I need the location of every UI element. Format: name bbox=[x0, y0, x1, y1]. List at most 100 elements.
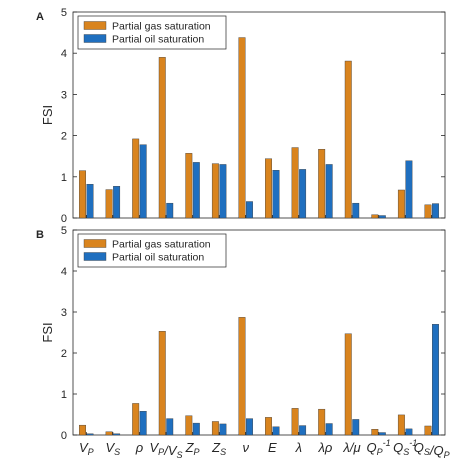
bar-oil-7 bbox=[272, 170, 280, 219]
y-tick-label: 4 bbox=[61, 266, 67, 278]
bar-oil-9 bbox=[325, 164, 333, 219]
panel-letter: A bbox=[36, 11, 44, 23]
y-tick-label: 2 bbox=[61, 348, 67, 360]
y-tick-label: 1 bbox=[61, 389, 67, 401]
bar-oil-1 bbox=[113, 186, 121, 219]
x-category-label: QP-1 bbox=[366, 438, 390, 457]
bar-gas-6 bbox=[238, 317, 246, 436]
bar-oil-7 bbox=[272, 426, 280, 436]
bar-gas-7 bbox=[265, 158, 272, 219]
bar-oil-3 bbox=[166, 418, 174, 436]
axes-box bbox=[72, 11, 446, 219]
legend-swatch bbox=[83, 34, 107, 43]
bar-gas-13 bbox=[424, 425, 432, 436]
bar-gas-9 bbox=[318, 408, 326, 436]
bar-oil-2 bbox=[139, 411, 147, 436]
x-category-label: λ bbox=[295, 440, 302, 455]
bar-gas-6 bbox=[238, 37, 246, 219]
bar-oil-12 bbox=[405, 160, 413, 219]
bar-oil-11 bbox=[378, 215, 386, 219]
bar-oil-4 bbox=[192, 422, 200, 436]
bar-gas-10 bbox=[344, 60, 352, 219]
y-tick-label: 4 bbox=[61, 48, 67, 60]
legend-label: Partial gas saturation bbox=[112, 239, 211, 251]
bar-gas-2 bbox=[132, 403, 140, 436]
bar-oil-13 bbox=[432, 203, 439, 219]
bar-gas-3 bbox=[158, 331, 166, 436]
y-tick-label: 3 bbox=[61, 307, 67, 319]
bar-gas-3 bbox=[158, 57, 166, 219]
legend-label: Partial gas saturation bbox=[112, 21, 211, 33]
legend-swatch bbox=[83, 252, 107, 261]
legend-swatch bbox=[83, 239, 107, 248]
bar-gas-8 bbox=[291, 408, 299, 436]
x-category-label: VS bbox=[106, 440, 121, 457]
y-tick-label: 0 bbox=[61, 213, 67, 225]
y-axis-label: FSI bbox=[40, 105, 55, 125]
bar-oil-10 bbox=[352, 202, 360, 219]
bar-oil-6 bbox=[246, 418, 253, 436]
x-category-label: QS/QP bbox=[414, 440, 450, 460]
x-category-label: ZP bbox=[185, 440, 200, 457]
bar-oil-10 bbox=[352, 419, 360, 436]
axes-box bbox=[72, 229, 446, 436]
bar-gas-4 bbox=[185, 153, 193, 219]
bar-gas-10 bbox=[344, 333, 352, 436]
bar-oil-0 bbox=[86, 184, 94, 219]
y-tick-label: 5 bbox=[61, 225, 67, 237]
bar-oil-4 bbox=[192, 162, 200, 219]
bar-gas-1 bbox=[105, 189, 113, 219]
bar-oil-13 bbox=[432, 324, 439, 436]
legend-label: Partial oil saturation bbox=[112, 252, 204, 264]
bar-gas-5 bbox=[211, 163, 219, 219]
x-category-label: ρ bbox=[135, 440, 144, 455]
bar-gas-7 bbox=[265, 417, 272, 436]
panel-letter: B bbox=[36, 229, 44, 241]
bar-gas-9 bbox=[318, 148, 326, 219]
y-tick-label: 1 bbox=[61, 172, 67, 184]
bar-gas-12 bbox=[397, 189, 405, 219]
bar-oil-5 bbox=[219, 164, 227, 219]
bar-gas-11 bbox=[371, 429, 379, 436]
y-axis-label: FSI bbox=[40, 322, 55, 342]
x-category-label: VP bbox=[79, 440, 94, 457]
bar-oil-5 bbox=[219, 423, 227, 436]
bar-oil-2 bbox=[139, 144, 147, 219]
bar-gas-0 bbox=[79, 170, 86, 219]
bar-oil-6 bbox=[246, 201, 253, 219]
x-category-label: VP/VS bbox=[150, 440, 183, 460]
x-category-label: λ/μ bbox=[342, 440, 360, 455]
bar-gas-13 bbox=[424, 204, 432, 219]
y-tick-label: 0 bbox=[61, 430, 67, 442]
legend-label: Partial oil saturation bbox=[112, 34, 204, 46]
bar-gas-2 bbox=[132, 138, 140, 219]
x-category-label: QS-1 bbox=[393, 438, 417, 457]
bar-gas-4 bbox=[185, 415, 193, 436]
x-category-label: ZS bbox=[211, 440, 226, 457]
y-tick-label: 2 bbox=[61, 131, 67, 143]
bar-gas-8 bbox=[291, 147, 299, 219]
bar-gas-12 bbox=[397, 414, 405, 436]
bar-oil-8 bbox=[299, 425, 307, 436]
x-category-label: ν bbox=[242, 440, 249, 455]
y-tick-label: 3 bbox=[61, 89, 67, 101]
bar-oil-1 bbox=[113, 433, 121, 436]
y-tick-label: 5 bbox=[61, 7, 67, 19]
x-category-label: E bbox=[268, 440, 277, 455]
bar-gas-0 bbox=[79, 424, 86, 436]
x-category-label: λρ bbox=[317, 440, 332, 455]
bar-oil-0 bbox=[86, 433, 94, 436]
bar-gas-5 bbox=[211, 421, 219, 436]
bar-oil-12 bbox=[405, 428, 413, 436]
legend-swatch bbox=[83, 21, 107, 30]
bar-gas-11 bbox=[371, 214, 379, 219]
bar-oil-3 bbox=[166, 202, 174, 219]
bar-oil-11 bbox=[378, 432, 386, 436]
bar-oil-8 bbox=[299, 169, 307, 219]
bar-gas-1 bbox=[105, 431, 113, 436]
panel-b: 0 1 2 3 4 5 FSI B Partial gas saturationPartial … bbox=[36, 225, 446, 442]
